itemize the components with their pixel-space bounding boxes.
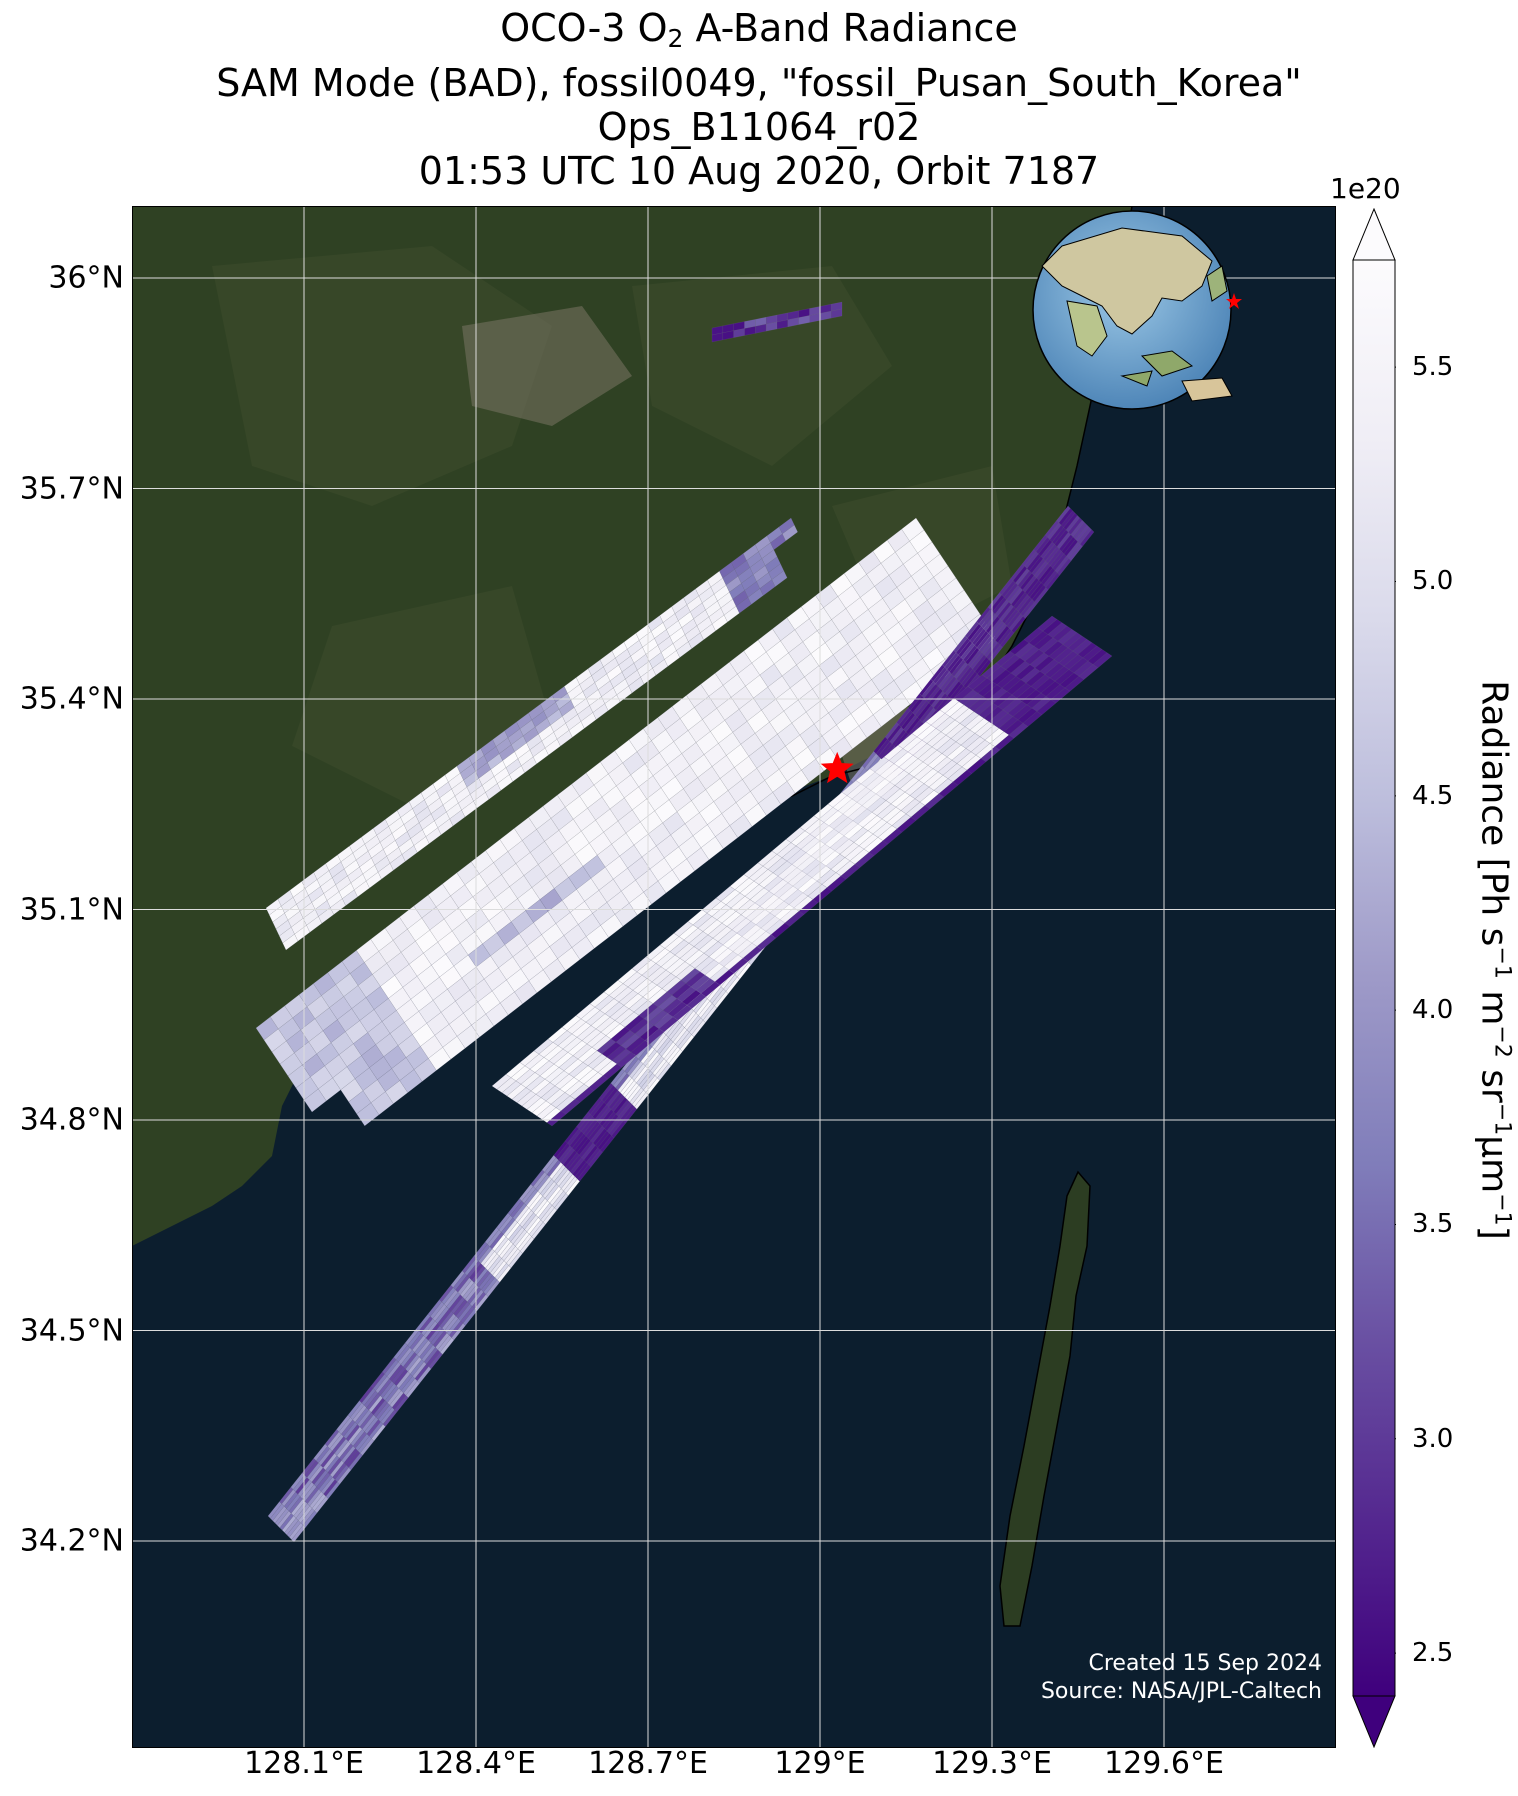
lon-label: 129.3°E — [932, 1746, 1052, 1781]
lat-label: 35.7°N — [19, 471, 124, 506]
colorbar-exponent: 1e20 — [1330, 172, 1401, 205]
map-frame — [132, 206, 1336, 1748]
colorbar-tick-label: 4.5 — [1412, 780, 1454, 811]
radiance-cell — [1092, 652, 1113, 669]
title-line-4: 01:53 UTC 10 Aug 2020, Orbit 7187 — [418, 149, 1100, 193]
gridlines — [132, 206, 1336, 1748]
colorbar-tick-label: 2.5 — [1412, 1638, 1454, 1669]
radiance-cell — [1079, 529, 1095, 547]
lon-label: 128.7°E — [588, 1746, 708, 1781]
lat-label: 35.4°N — [19, 681, 124, 717]
lat-label: 36°N — [48, 260, 124, 296]
colorbar-tick-label: 3.5 — [1412, 1209, 1454, 1240]
radiance-cell — [771, 570, 788, 587]
globe-target-star-icon — [1226, 293, 1242, 309]
map-panel — [132, 206, 1336, 1748]
land-texture — [212, 246, 1012, 806]
title-line-1: OCO-3 O2 A-Band Radiance — [500, 6, 1018, 53]
land-tsushima — [999, 1170, 1091, 1627]
colorbar-tick-label: 4.0 — [1412, 995, 1454, 1026]
colorbar-tick-label: 5.0 — [1412, 566, 1454, 597]
created-date: Created 15 Sep 2024 — [1088, 1651, 1323, 1676]
map-title: OCO-3 O2 A-Band Radiance SAM Mode (BAD),… — [0, 6, 1518, 193]
source-credit: Source: NASA/JPL-Caltech — [1040, 1679, 1322, 1704]
colorbar-upper-extend — [1352, 208, 1396, 261]
credit-block: Created 15 Sep 2024 Source: NASA/JPL-Cal… — [1041, 1650, 1322, 1706]
target-star-icon — [820, 751, 854, 784]
colorbar-gradient — [1352, 259, 1396, 1697]
colorbar-tick-label: 3.0 — [1412, 1423, 1454, 1454]
lat-label: 35.1°N — [19, 892, 124, 927]
lon-label: 128.4°E — [416, 1746, 536, 1781]
lon-label: 128.1°E — [244, 1746, 364, 1781]
lon-label: 129°E — [774, 1746, 866, 1781]
title-line-3: Ops_B11064_r02 — [597, 105, 921, 149]
lat-label: 34.5°N — [19, 1313, 124, 1348]
title-line-2: SAM Mode (BAD), fossil0049, "fossil_Pusa… — [216, 61, 1302, 105]
colorbar — [1352, 208, 1396, 1748]
colorbar-tick-label: 5.5 — [1412, 352, 1454, 383]
radiance-cell — [782, 524, 798, 542]
lat-label: 34.2°N — [19, 1523, 124, 1559]
radiance-cell — [830, 308, 843, 319]
lat-label: 34.8°N — [19, 1102, 124, 1138]
colorbar-label: Radiance [Ph s−1 m−2 sr−1μm−1] — [1473, 680, 1515, 1240]
inset-globe — [1032, 210, 1242, 410]
lon-label: 129.6°E — [1104, 1746, 1224, 1781]
colorbar-lower-extend — [1352, 1695, 1396, 1748]
